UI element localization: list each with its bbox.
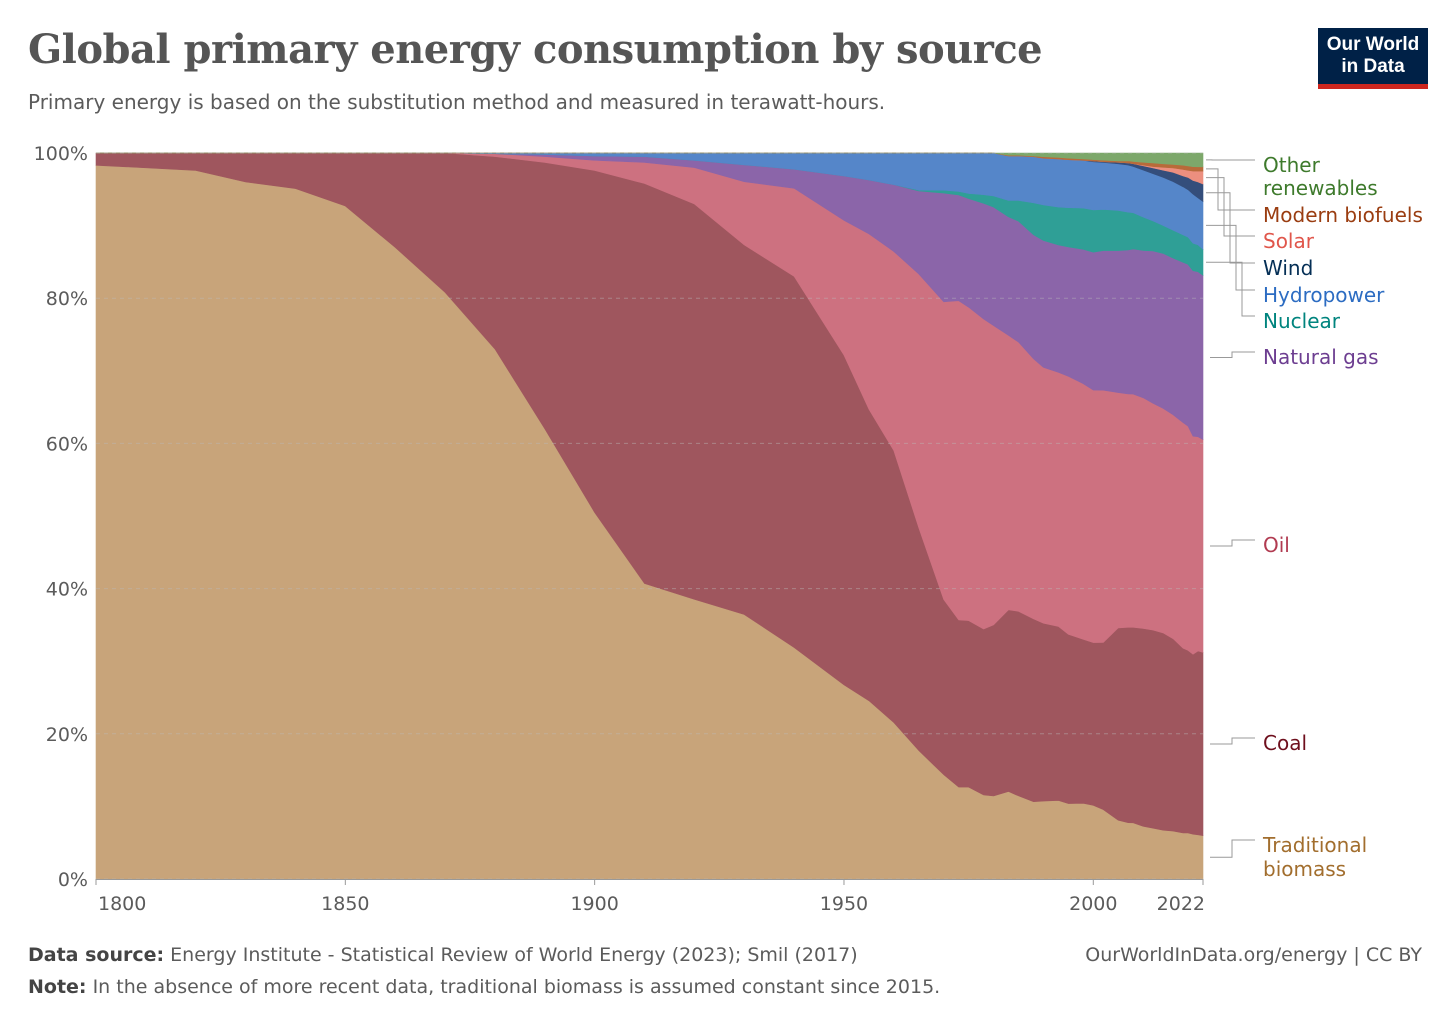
- legend-label-hydropower: Hydropower: [1263, 283, 1385, 307]
- legend-connector-traditional-biomass: [1210, 839, 1255, 858]
- x-tick-label: 1950: [820, 893, 868, 915]
- area-layer: [95, 152, 1204, 880]
- legend-label-wind: Wind: [1263, 256, 1313, 280]
- attribution-link[interactable]: OurWorldInData.org/energy | CC BY: [1085, 944, 1422, 966]
- legend-label-solar: Solar: [1263, 229, 1315, 253]
- source-text: Energy Institute - Statistical Review of…: [170, 944, 858, 966]
- y-tick-label: 0%: [58, 869, 88, 891]
- chart-subtitle: Primary energy is based on the substitut…: [28, 90, 886, 114]
- legend-label-modern-biofuels: Modern biofuels: [1263, 203, 1423, 227]
- y-tick-label: 20%: [46, 724, 88, 746]
- note-label: Note:: [28, 976, 87, 998]
- note-text: In the absence of more recent data, trad…: [92, 976, 941, 998]
- legend-connector-nuclear: [1206, 261, 1255, 317]
- legend-connector-modern-biofuels: [1206, 168, 1255, 211]
- chart-title: Global primary energy consumption by sou…: [28, 26, 1043, 73]
- x-tick-label: 1900: [570, 893, 618, 915]
- legend-label-nuclear: Nuclear: [1263, 309, 1341, 333]
- logo-line-2: in Data: [1341, 56, 1405, 77]
- legend-label-coal: Coal: [1263, 731, 1307, 755]
- y-tick-label: 60%: [46, 433, 88, 455]
- y-tick-label: 80%: [46, 288, 88, 310]
- data-source: Data source: Energy Institute - Statisti…: [28, 944, 858, 966]
- legend-label-oil: Oil: [1263, 533, 1290, 557]
- legend-connector-oil: [1210, 539, 1255, 547]
- legend-label-other-renewables: renewables: [1263, 176, 1378, 200]
- chart-note: Note: In the absence of more recent data…: [28, 976, 940, 998]
- legend-label-traditional-biomass: biomass: [1263, 857, 1346, 881]
- x-tick-label: 2022: [1157, 893, 1205, 915]
- x-tick-label: 1850: [321, 893, 369, 915]
- legend-connector-coal: [1210, 737, 1255, 745]
- legend-label-traditional-biomass: Traditional: [1262, 833, 1367, 857]
- legend-label-natural-gas: Natural gas: [1263, 345, 1379, 369]
- legend-label-other-renewables: Other: [1263, 153, 1321, 177]
- x-tick-label: 2000: [1069, 893, 1117, 915]
- legend-connector-hydropower: [1206, 224, 1255, 291]
- x-tick-label: 1800: [98, 893, 146, 915]
- y-tick-label: 100%: [34, 143, 88, 165]
- legend-connector-natural-gas: [1210, 351, 1255, 358]
- legend-connector-wind: [1206, 192, 1255, 264]
- logo-line-1: Our World: [1326, 34, 1420, 55]
- owid-logo[interactable]: Our World in Data: [1318, 28, 1428, 89]
- area-other-renewables: [96, 152, 1204, 168]
- y-tick-label: 40%: [46, 579, 88, 601]
- source-label: Data source:: [28, 944, 165, 966]
- legend-connector-solar: [1206, 177, 1255, 237]
